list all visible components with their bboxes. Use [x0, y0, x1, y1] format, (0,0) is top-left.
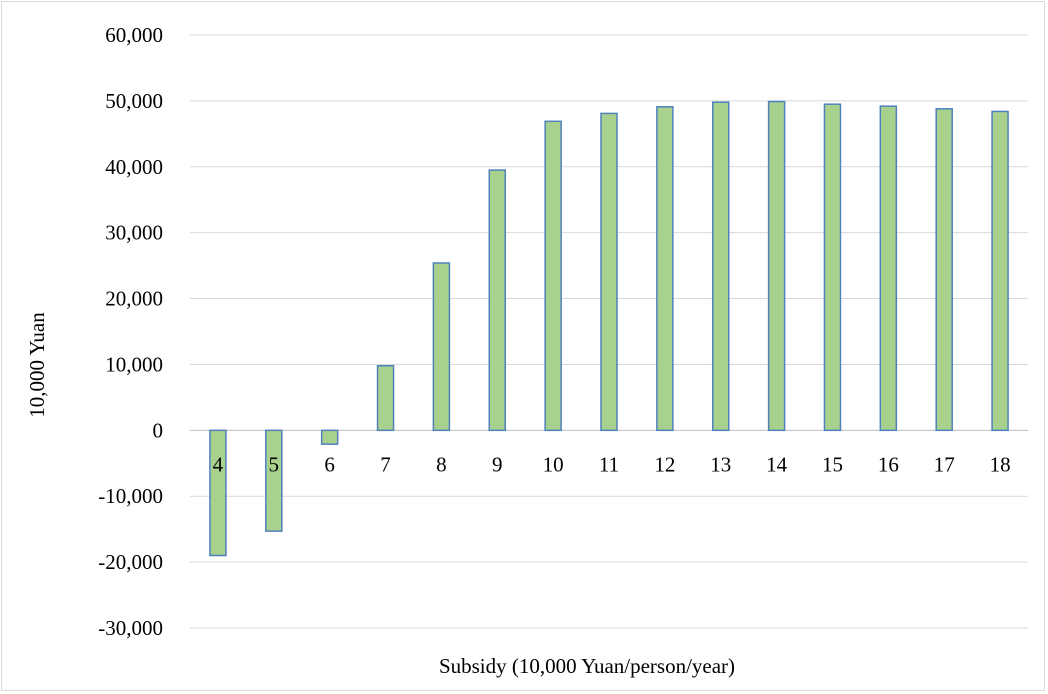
- bar-8: [432, 262, 451, 432]
- bar-7: [376, 365, 395, 432]
- bar-18: [991, 110, 1009, 432]
- y-tick-label: 40,000: [105, 155, 163, 179]
- y-tick-label: 60,000: [105, 23, 163, 47]
- y-tick-label: -20,000: [98, 550, 163, 574]
- y-tick-label: 10,000: [105, 352, 163, 376]
- y-tick-label: 30,000: [105, 221, 163, 245]
- x-axis-title: Subsidy (10,000 Yuan/person/year): [439, 654, 735, 678]
- x-category-label: 13: [710, 452, 731, 476]
- x-category-label: 4: [213, 452, 224, 476]
- x-category-label: 6: [324, 452, 335, 476]
- x-category-label: 17: [934, 452, 955, 476]
- bars: [209, 100, 1009, 557]
- bar-17: [935, 108, 953, 432]
- y-tick-label: -30,000: [98, 616, 163, 640]
- bar-9: [488, 169, 507, 432]
- x-category-label: 7: [380, 452, 391, 476]
- bar-16: [879, 105, 898, 432]
- x-category-label: 12: [654, 452, 675, 476]
- y-axis-ticks: -30,000 -20,000 -10,000 0 10,000 20,000 30,000…: [98, 23, 163, 640]
- x-category-label: 9: [492, 452, 503, 476]
- x-category-label: 16: [878, 452, 899, 476]
- y-tick-label: 20,000: [105, 287, 163, 311]
- y-tick-label: 50,000: [105, 89, 163, 113]
- bar-11: [600, 112, 618, 432]
- bar-12: [656, 106, 674, 432]
- x-category-label: 5: [269, 452, 280, 476]
- x-category-label: 11: [599, 452, 619, 476]
- x-category-label: 8: [436, 452, 447, 476]
- x-category-label: 10: [543, 452, 564, 476]
- bar-15: [823, 103, 842, 432]
- x-category-label: 14: [766, 452, 788, 476]
- bar-5: [265, 429, 283, 532]
- x-category-label: 15: [822, 452, 843, 476]
- x-axis-categories: 4 5 6 7 8 9 10 11 12 13 14 15 16 17 18: [213, 452, 1011, 476]
- bar-6: [320, 429, 339, 445]
- y-axis-title: 10,000 Yuan: [25, 312, 49, 418]
- bar-13: [711, 101, 730, 432]
- y-tick-label: -10,000: [98, 484, 163, 508]
- y-tick-label: 0: [153, 418, 164, 442]
- bar-14: [767, 100, 786, 432]
- bar-4: [209, 429, 227, 557]
- bar-10: [544, 120, 562, 432]
- x-category-label: 18: [990, 452, 1011, 476]
